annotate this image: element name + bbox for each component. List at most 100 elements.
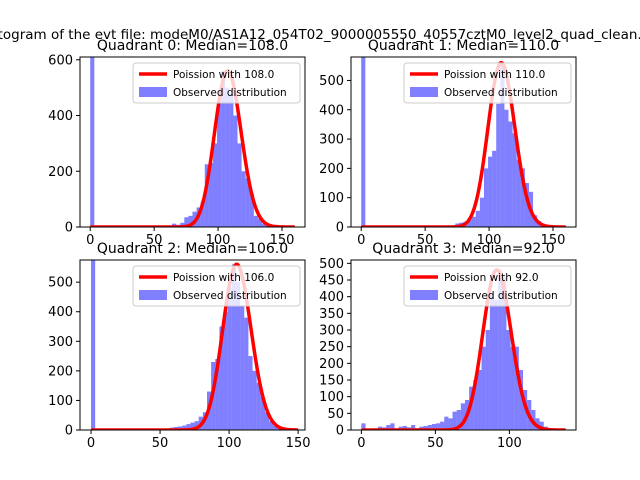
histogram-bar: [217, 101, 222, 227]
x-tick-label: 50: [417, 233, 434, 248]
legend: Poission with 110.0 Observed distribution: [403, 62, 572, 104]
y-tick-label: 0: [336, 221, 344, 236]
histogram-bar: [223, 311, 228, 430]
poisson-fit-line: [89, 69, 296, 227]
histogram-bar: [386, 425, 391, 430]
y-tick-label: 500: [319, 74, 344, 89]
histogram-bar: [180, 222, 185, 227]
histogram-bar: [485, 330, 490, 430]
y-tick-label: 50: [327, 407, 344, 422]
x-tick-label: 0: [86, 233, 94, 248]
histogram-bar: [249, 193, 254, 227]
subplot-quadrant-2: Quadrant 2: Median=106.0 0 50 100 150 0 100 200…: [48, 241, 310, 451]
x-tick-label: 50: [146, 233, 163, 248]
subplot-quadrant-1: Quadrant 1: Median=110.0 0 50 100 150 0 100 200…: [319, 38, 577, 248]
histogram-bar: [208, 162, 213, 227]
histogram-bar: [231, 264, 236, 430]
y-tick-label: 300: [319, 133, 344, 148]
histogram-bar: [460, 403, 465, 430]
y-tick-label: 500: [48, 276, 73, 291]
y-tick-label: 200: [48, 165, 73, 180]
histogram-bar: [498, 270, 503, 430]
histogram-bar: [256, 382, 261, 430]
histogram-bar: [248, 356, 253, 430]
subplot-title: Quadrant 0: Median=108.0: [97, 38, 288, 54]
histogram-bar: [524, 183, 529, 227]
histogram-bar: [253, 215, 258, 227]
legend-label-fit: Poission with 92.0: [444, 272, 539, 284]
y-tick-label: 600: [48, 53, 73, 68]
histogram-bar: [361, 423, 366, 430]
x-tick-label: 100: [217, 436, 242, 451]
poisson-fit-line: [360, 60, 567, 227]
histogram-bar: [493, 300, 499, 430]
subplot-grid: Quadrant 0: Median=108.00 50 100 1500200400…: [48, 38, 577, 451]
y-tick-label: 200: [48, 364, 73, 379]
histogram-bar: [411, 425, 416, 430]
histogram-bar: [361, 57, 366, 227]
x-tick-label: 50: [427, 436, 444, 451]
y-tick-label: 400: [48, 305, 73, 320]
y-tick-label: 200: [319, 357, 344, 372]
axes-frame: [79, 259, 306, 431]
legend: Poission with 106.0 Observed distribution: [132, 265, 301, 307]
axes-frame: [350, 259, 577, 431]
histogram-bar: [240, 305, 245, 430]
histogram-bar: [182, 425, 187, 430]
legend-bar-swatch: [139, 290, 167, 300]
histogram-bar: [221, 70, 226, 227]
legend-box: [132, 62, 301, 104]
subplot-title: Quadrant 2: Median=106.0: [97, 241, 288, 257]
y-tick-label: 300: [48, 335, 73, 350]
histogram-bar: [427, 425, 432, 430]
histogram-bar: [190, 422, 195, 430]
histogram-bar: [262, 223, 267, 227]
legend: Poission with 108.0 Observed distribution: [132, 62, 301, 104]
x-tick-label: 150: [286, 436, 311, 451]
histogram-bar: [227, 288, 232, 430]
y-tick-label: 300: [319, 324, 344, 339]
plot-area: [360, 57, 567, 227]
histogram-bar: [456, 410, 461, 430]
legend-bar-swatch: [139, 87, 167, 97]
subplot-title: Quadrant 3: Median=92.0: [372, 241, 554, 257]
y-tick-label: 500: [319, 257, 344, 272]
histogram-bar: [496, 103, 501, 227]
histogram-bar: [481, 346, 486, 430]
histogram-bar: [257, 218, 263, 227]
x-tick-label: 150: [270, 233, 295, 248]
y-tick-label: 0: [336, 424, 344, 439]
x-tick-label: 0: [357, 233, 365, 248]
legend-label-fit: Poission with 108.0: [173, 69, 274, 81]
histogram-bar: [233, 115, 238, 227]
histogram-bar: [452, 411, 457, 430]
histogram-bar: [245, 178, 250, 227]
histogram-bar: [219, 326, 224, 430]
x-tick-label: 150: [541, 233, 566, 248]
y-tick-label: 400: [48, 109, 73, 124]
poisson-fit-line: [89, 262, 300, 430]
histogram-bar: [492, 150, 497, 227]
histogram-bar: [504, 109, 509, 227]
histogram-bar: [269, 421, 274, 430]
histogram-bar: [215, 359, 220, 430]
histogram-bar: [244, 317, 249, 430]
histogram-bar: [204, 164, 209, 227]
legend-label-observed: Observed distribution: [173, 290, 287, 302]
axes-frame: [79, 56, 306, 228]
histogram-bar: [467, 219, 472, 227]
histogram-bar: [473, 380, 478, 430]
histogram-bar: [440, 421, 445, 430]
y-tick-label: 350: [319, 307, 344, 322]
y-tick-label: 100: [319, 390, 344, 405]
histogram-bar: [91, 260, 96, 430]
histogram-bar: [471, 216, 476, 227]
x-tick-label: 50: [152, 436, 169, 451]
histogram-bar: [489, 293, 494, 430]
histogram-bar: [518, 370, 524, 430]
legend-bar-swatch: [410, 87, 438, 97]
legend-box: [403, 62, 572, 104]
histogram-bar: [435, 423, 441, 430]
y-tick-label: 150: [319, 374, 344, 389]
